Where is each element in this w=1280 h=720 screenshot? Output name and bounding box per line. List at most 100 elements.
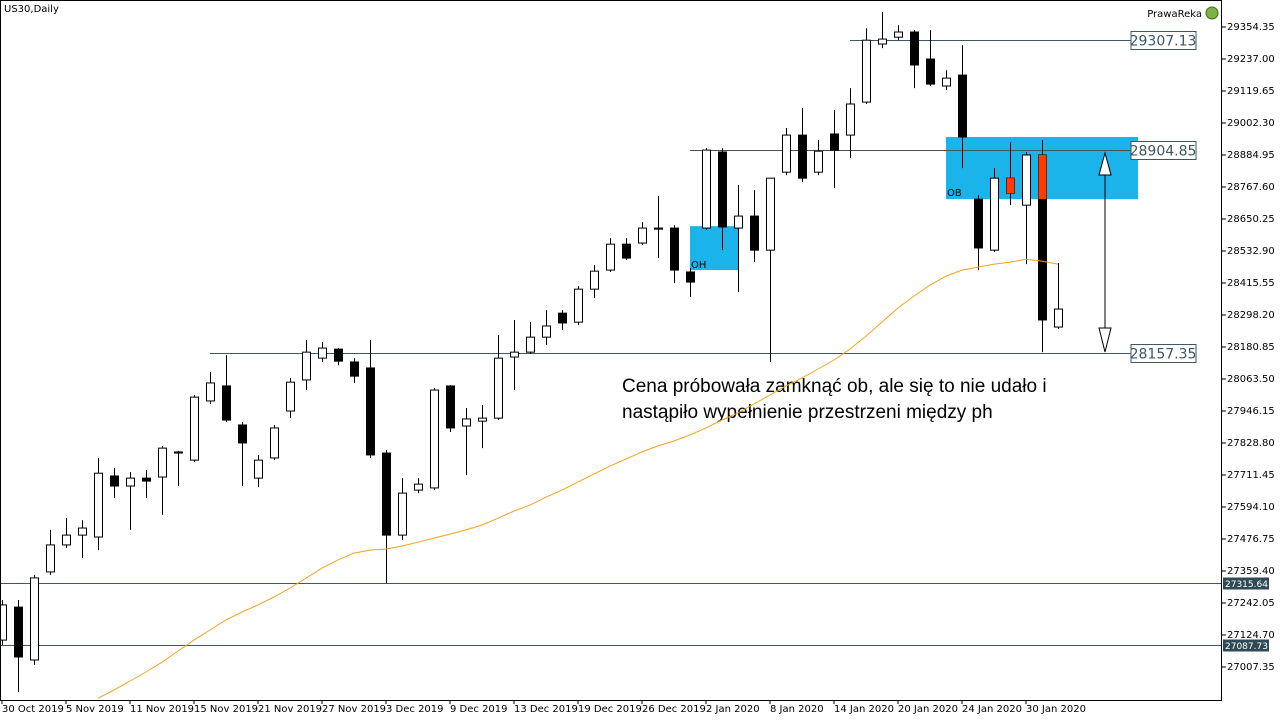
y-tick-label: 29002.30 xyxy=(1227,118,1275,129)
highlight-body xyxy=(1006,178,1015,194)
x-tick-label: 21 Nov 2019 xyxy=(258,704,322,715)
bull-body xyxy=(654,227,663,230)
x-tick-label: 3 Dec 2019 xyxy=(386,704,444,715)
bull-body xyxy=(638,227,647,244)
arrow-head xyxy=(1098,151,1112,176)
bear-body xyxy=(334,348,343,362)
zone xyxy=(690,226,738,271)
price-label: 27087.73 xyxy=(1225,642,1268,652)
y-tick-label: 27828.80 xyxy=(1227,438,1275,449)
bear-body xyxy=(958,74,967,138)
x-tick-label: 20 Jan 2020 xyxy=(898,704,958,715)
bull-body xyxy=(1022,154,1031,206)
y-tick-label: 27594.10 xyxy=(1227,502,1275,513)
y-tick-label: 27476.75 xyxy=(1227,534,1275,545)
y-tick-label: 27946.15 xyxy=(1227,406,1275,417)
annotation: Cena próbowała zamknąć ob, ale się to ni… xyxy=(622,376,1047,397)
bull-body xyxy=(590,270,599,290)
bull-body xyxy=(814,150,823,173)
bull-body xyxy=(158,447,167,478)
bear-body xyxy=(350,361,359,377)
y-tick-label: 29119.65 xyxy=(1227,86,1275,97)
plot-frame xyxy=(0,0,1222,701)
price-box xyxy=(1223,639,1269,652)
bull-body xyxy=(862,39,871,103)
x-tick-label: 13 Dec 2019 xyxy=(514,704,578,715)
y-tick-label: 28767.60 xyxy=(1227,182,1275,193)
y-tick-label: 27007.35 xyxy=(1227,662,1275,673)
bull-body xyxy=(254,459,263,479)
highlight-body xyxy=(1038,154,1047,200)
bull-body xyxy=(526,336,535,353)
zone-label: OH xyxy=(691,260,706,271)
bull-body xyxy=(206,382,215,402)
x-tick-label: 5 Nov 2019 xyxy=(66,704,124,715)
level-label: 28157.35 xyxy=(1130,347,1197,363)
moving-average xyxy=(97,258,1059,699)
level-box xyxy=(1130,31,1197,50)
levels: 29307.13 28904.85 28157.35 27315.64 27087.73 xyxy=(0,31,1269,652)
bull-body xyxy=(494,357,503,419)
brand: PrawaReka xyxy=(1147,9,1202,20)
bull-body xyxy=(46,544,55,573)
x-tick-label: 24 Jan 2020 xyxy=(962,704,1022,715)
brand-icon xyxy=(1205,6,1219,20)
bull-body xyxy=(94,472,103,538)
x-tick-label: 30 Jan 2020 xyxy=(1026,704,1086,715)
level-label: 29307.13 xyxy=(1130,34,1197,50)
bull-body xyxy=(478,417,487,422)
y-tick-label: 28650.25 xyxy=(1227,214,1275,225)
bear-body xyxy=(830,133,839,151)
bull-body xyxy=(318,347,327,359)
bull-body xyxy=(398,492,407,536)
y-tick-label: 29354.35 xyxy=(1227,22,1275,33)
y-tick-label: 27359.40 xyxy=(1227,566,1275,577)
x-tick-label: 30 Oct 2019 xyxy=(2,704,64,715)
bull-body xyxy=(942,77,951,87)
bull-body xyxy=(734,215,743,229)
x-tick-label: 14 Jan 2020 xyxy=(834,704,894,715)
bull-body xyxy=(30,577,39,661)
chart-title: US30,Daily xyxy=(4,4,59,15)
bear-body xyxy=(926,58,935,85)
candles xyxy=(0,12,1063,692)
y-tick-label: 28063.50 xyxy=(1227,374,1275,385)
x-tick-label: 26 Dec 2019 xyxy=(642,704,706,715)
bear-body xyxy=(622,243,631,259)
bear-body xyxy=(222,385,231,421)
x-tick-label: 9 Dec 2019 xyxy=(450,704,508,715)
price-label: 27315.64 xyxy=(1225,580,1268,590)
bear-body xyxy=(558,312,567,324)
bull-body xyxy=(174,451,183,454)
bull-body xyxy=(542,325,551,338)
y-tick-label: 28532.90 xyxy=(1227,246,1275,257)
bear-body xyxy=(798,134,807,179)
bull-body xyxy=(606,243,615,271)
level-box xyxy=(1130,141,1197,160)
bear-body xyxy=(686,271,695,283)
y-tick-label: 28415.55 xyxy=(1227,278,1275,289)
x-tick-label: 19 Dec 2019 xyxy=(578,704,642,715)
bull-body xyxy=(894,31,903,38)
bull-body xyxy=(430,389,439,489)
y-tick-label: 28884.95 xyxy=(1227,150,1275,161)
bull-body xyxy=(62,534,71,546)
bear-body xyxy=(366,367,375,456)
bull-body xyxy=(302,351,311,381)
bull-body xyxy=(878,38,887,45)
bull-body xyxy=(510,351,519,358)
bull-body xyxy=(0,604,7,641)
y-tick-label: 27711.45 xyxy=(1227,470,1275,481)
range-arrow xyxy=(1098,151,1112,353)
bull-body xyxy=(190,396,199,461)
y-tick-label: 28298.20 xyxy=(1227,310,1275,321)
price-box xyxy=(1223,577,1269,590)
arrow-head xyxy=(1098,327,1112,353)
bull-body xyxy=(78,527,87,536)
bull-body xyxy=(1054,308,1063,328)
y-tick-label: 28180.85 xyxy=(1227,342,1275,353)
bear-body xyxy=(718,151,727,228)
